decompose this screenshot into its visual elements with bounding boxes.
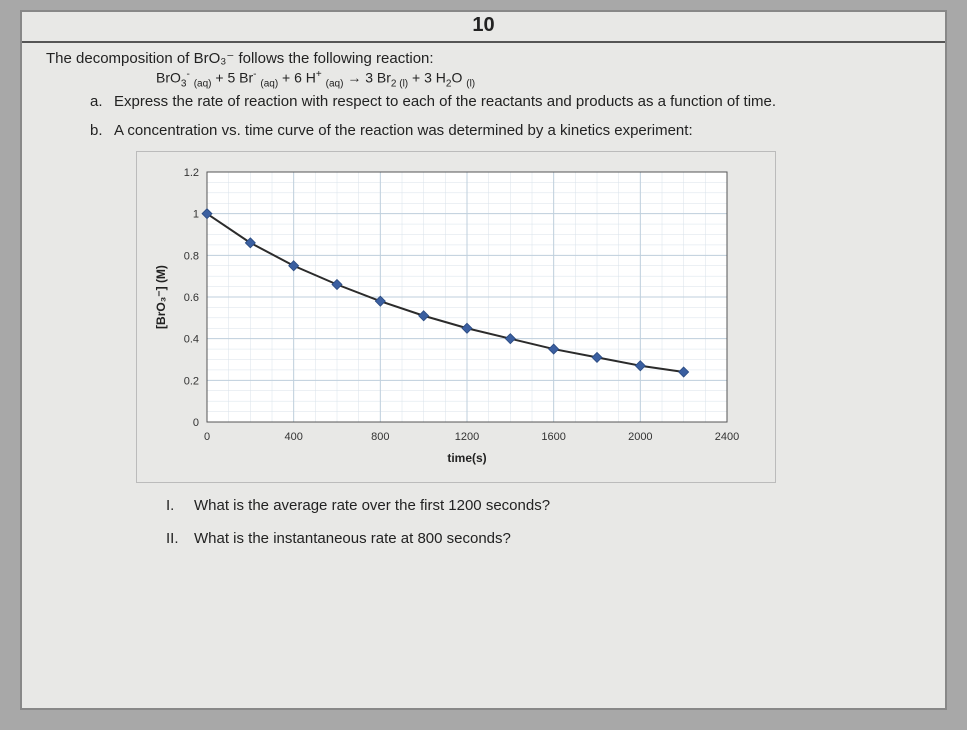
sub-ii-text: What is the instantaneous rate at 800 se… <box>194 530 511 547</box>
svg-text:0: 0 <box>204 431 210 443</box>
chart-container: 0 400 800 1200 1600 2000 2400 0 0.2 0.4 0.6 0.8 1 1.2… <box>136 151 776 483</box>
sub-question-ii: II. What is the instantaneous rate at 80… <box>166 530 921 547</box>
svg-text:time(s): time(s) <box>447 451 486 465</box>
reaction-equation: BrO3- (aq) + 5 Br- (aq) + 6 H+ (aq) → 3 … <box>156 69 921 89</box>
part-a: a. Express the rate of reaction with res… <box>90 93 921 110</box>
sub-i-marker: I. <box>166 497 194 514</box>
part-b-marker: b. <box>90 122 114 139</box>
part-b: b. A concentration vs. time curve of the… <box>90 122 921 139</box>
part-b-text: A concentration vs. time curve of the re… <box>114 122 921 139</box>
svg-text:400: 400 <box>284 431 302 443</box>
sub-i-text: What is the average rate over the first … <box>194 497 550 514</box>
svg-text:2000: 2000 <box>628 431 652 443</box>
part-a-text: Express the rate of reaction with respec… <box>114 93 921 110</box>
svg-text:1600: 1600 <box>541 431 565 443</box>
content-area: The decomposition of BrO₃⁻ follows the f… <box>22 43 945 573</box>
part-a-marker: a. <box>90 93 114 110</box>
svg-text:1: 1 <box>193 209 199 221</box>
svg-text:0.4: 0.4 <box>184 334 199 346</box>
intro-text: The decomposition of BrO₃⁻ follows the f… <box>46 49 921 67</box>
page: 10 The decomposition of BrO₃⁻ follows th… <box>20 10 947 710</box>
svg-text:0.2: 0.2 <box>184 376 199 388</box>
svg-text:0: 0 <box>193 417 199 429</box>
svg-text:1200: 1200 <box>455 431 479 443</box>
svg-text:800: 800 <box>371 431 389 443</box>
page-number: 10 <box>22 12 945 43</box>
svg-text:0.8: 0.8 <box>184 251 199 263</box>
svg-text:0.6: 0.6 <box>184 292 199 304</box>
svg-text:2400: 2400 <box>715 431 739 443</box>
sub-question-i: I. What is the average rate over the fir… <box>166 497 921 514</box>
concentration-chart: 0 400 800 1200 1600 2000 2400 0 0.2 0.4 0.6 0.8 1 1.2… <box>147 162 747 472</box>
svg-text:1.2: 1.2 <box>184 167 199 179</box>
svg-text:[BrO₃⁻] (M): [BrO₃⁻] (M) <box>154 266 168 330</box>
sub-ii-marker: II. <box>166 530 194 547</box>
